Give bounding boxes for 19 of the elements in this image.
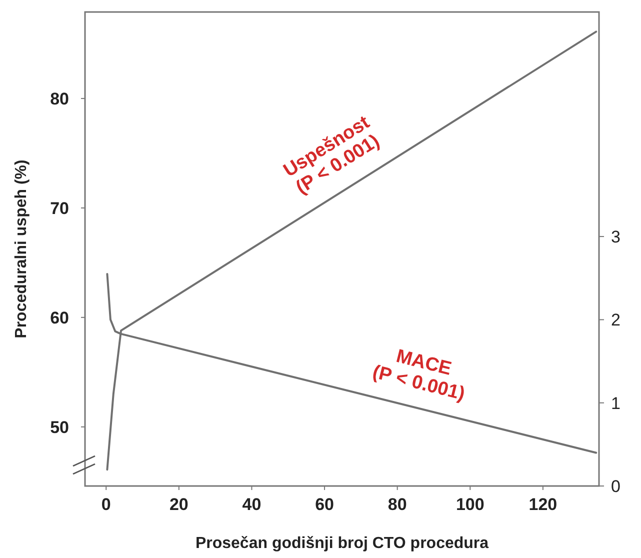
y-tick-label: 80 <box>50 89 69 108</box>
x-axis-title: Prosečan godišnji broj CTO procedura <box>195 535 489 552</box>
x-tick-label: 60 <box>315 495 334 514</box>
y2-tick-label: 1 <box>611 394 620 413</box>
y-tick-label: 60 <box>50 308 69 328</box>
x-tick-label: 0 <box>101 495 111 514</box>
y-tick-label: 70 <box>50 198 69 218</box>
y2-tick-label: 0 <box>611 477 620 496</box>
y-tick-label: 50 <box>50 418 69 437</box>
x-tick-label: 80 <box>388 495 407 514</box>
y-axis-title: Proceduralni uspeh (%) <box>13 160 30 338</box>
x-tick-label: 120 <box>528 495 558 514</box>
x-tick-label: 40 <box>242 495 262 514</box>
x-tick-label: 20 <box>169 495 188 514</box>
line-series <box>106 30 598 471</box>
annotation: MACE (P < 0.001) <box>370 346 467 405</box>
y2-tick-label: 3 <box>611 228 620 247</box>
x-tick-label: 100 <box>456 495 484 514</box>
y2-tick-label: 2 <box>611 310 620 330</box>
